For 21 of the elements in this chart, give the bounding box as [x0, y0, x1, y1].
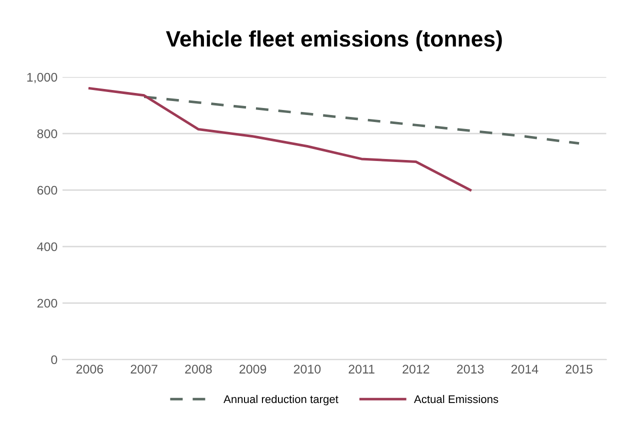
x-tick-label: 2007: [130, 364, 158, 374]
x-tick-label: 2006: [76, 364, 104, 374]
y-tick-label: 400: [37, 242, 58, 252]
x-tick-label: 2008: [185, 364, 212, 374]
x-tick-label: 2011: [348, 364, 374, 374]
x-tick-label: 2014: [511, 364, 538, 374]
x-tick-label: 2015: [566, 364, 592, 374]
y-tick-label: 0: [51, 355, 58, 364]
line-series: [88, 87, 472, 192]
x-tick-label: 2012: [402, 364, 430, 374]
y-tick-label: 800: [37, 129, 58, 138]
legend-label: Actual Emissions: [414, 394, 498, 404]
x-tick-label: 2010: [294, 364, 321, 374]
y-tick-label: 200: [37, 298, 58, 308]
x-tick-label: 2009: [240, 364, 266, 374]
y-tick-label: 600: [37, 186, 58, 195]
chart-title: Vehicle fleet emissions (tonnes): [166, 30, 502, 52]
x-tick-label: 2013: [457, 364, 484, 374]
legend-label: Annual reduction target: [224, 394, 338, 406]
y-tick-label: 1,000: [27, 72, 58, 84]
line-series: [142, 96, 580, 145]
